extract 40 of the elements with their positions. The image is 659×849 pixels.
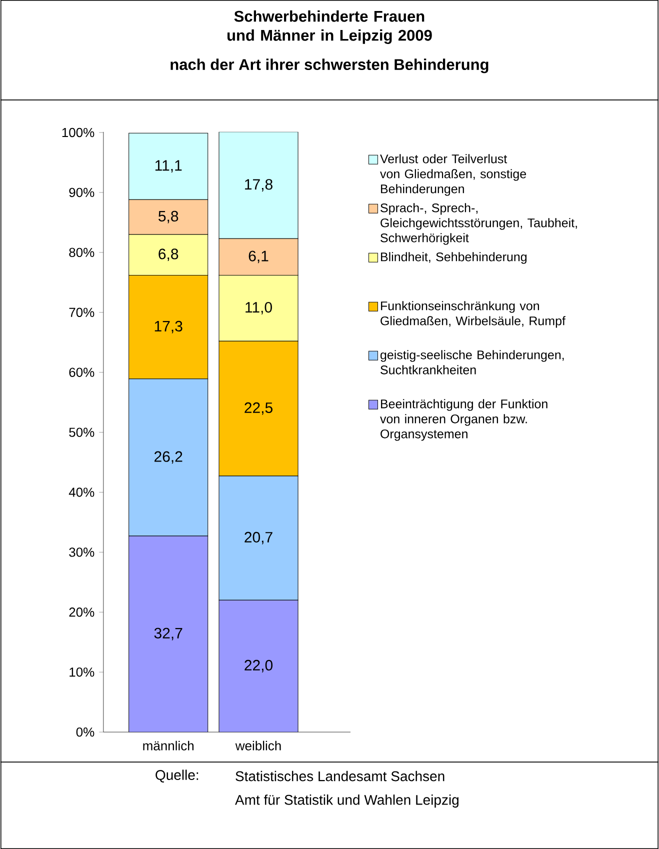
y-tick-label: 30% xyxy=(69,548,94,557)
y-tick-label: 90% xyxy=(69,188,94,198)
legend-label: geistig-seelische Behinderungen, Suchtkrankheiten xyxy=(380,350,564,374)
bar xyxy=(218,132,298,239)
data-label: 32,7 xyxy=(154,628,182,640)
y-tick-label: 80% xyxy=(69,248,94,258)
legend-label: Verlust oder Teilverlust von Gliedmaßen, sonstige Behinderungen xyxy=(380,154,526,196)
data-label: 5,8 xyxy=(158,210,178,224)
data-label: 20,7 xyxy=(244,532,272,544)
y-tick-label: 70% xyxy=(69,308,94,317)
data-label: 17,8 xyxy=(245,179,272,192)
x-tick-label: weiblich xyxy=(235,740,281,750)
data-label: 22,0 xyxy=(244,660,273,672)
text: Amt für Statistik und Wahlen Leipzig xyxy=(235,794,459,808)
data-label: 17,3 xyxy=(154,320,182,334)
x-tick-label: männlich xyxy=(143,740,194,750)
text: Statistisches Landesamt Sachsen xyxy=(236,770,444,782)
data-label: 11,0 xyxy=(246,302,272,314)
bar xyxy=(128,132,208,200)
bar xyxy=(128,536,208,732)
y-tick-label: 100% xyxy=(62,128,94,138)
legend-label: Sprach-, Sprech-, Gleichgewichtsstörungen, Taubheit, Schwerhörigkeit xyxy=(380,203,577,245)
y-tick-label: 50% xyxy=(69,428,94,437)
legend-label: Blindheit, Sehbehinderung xyxy=(381,252,527,264)
data-label: 6,1 xyxy=(248,250,268,264)
chart-subtitle: nach der Art ihrer schwersten Behinderung xyxy=(170,58,488,74)
y-tick-label: 20% xyxy=(69,608,94,617)
chart-title: Schwerbehinderte Frauen und Männer in Leipzig 2009 xyxy=(228,10,432,44)
data-label: 6,8 xyxy=(158,248,178,262)
data-label: 22,5 xyxy=(244,402,273,415)
legend-label: Funktionseinschränkung von Gliedmaßen, Wirbelsäule, Rumpf xyxy=(380,301,566,328)
bar xyxy=(218,600,298,732)
legend-label: Beeinträchtigung der Funktion von inneren Organen bzw. Organsystemen xyxy=(380,399,548,441)
y-tick-label: 60% xyxy=(69,368,94,377)
data-label: 26,2 xyxy=(154,451,182,464)
y-tick-label: 40% xyxy=(68,488,94,497)
data-label: 11,1 xyxy=(155,160,182,173)
y-tick-label: 0% xyxy=(76,727,94,737)
y-tick-label: 10% xyxy=(70,668,94,677)
source-note: Quelle: xyxy=(156,770,198,782)
